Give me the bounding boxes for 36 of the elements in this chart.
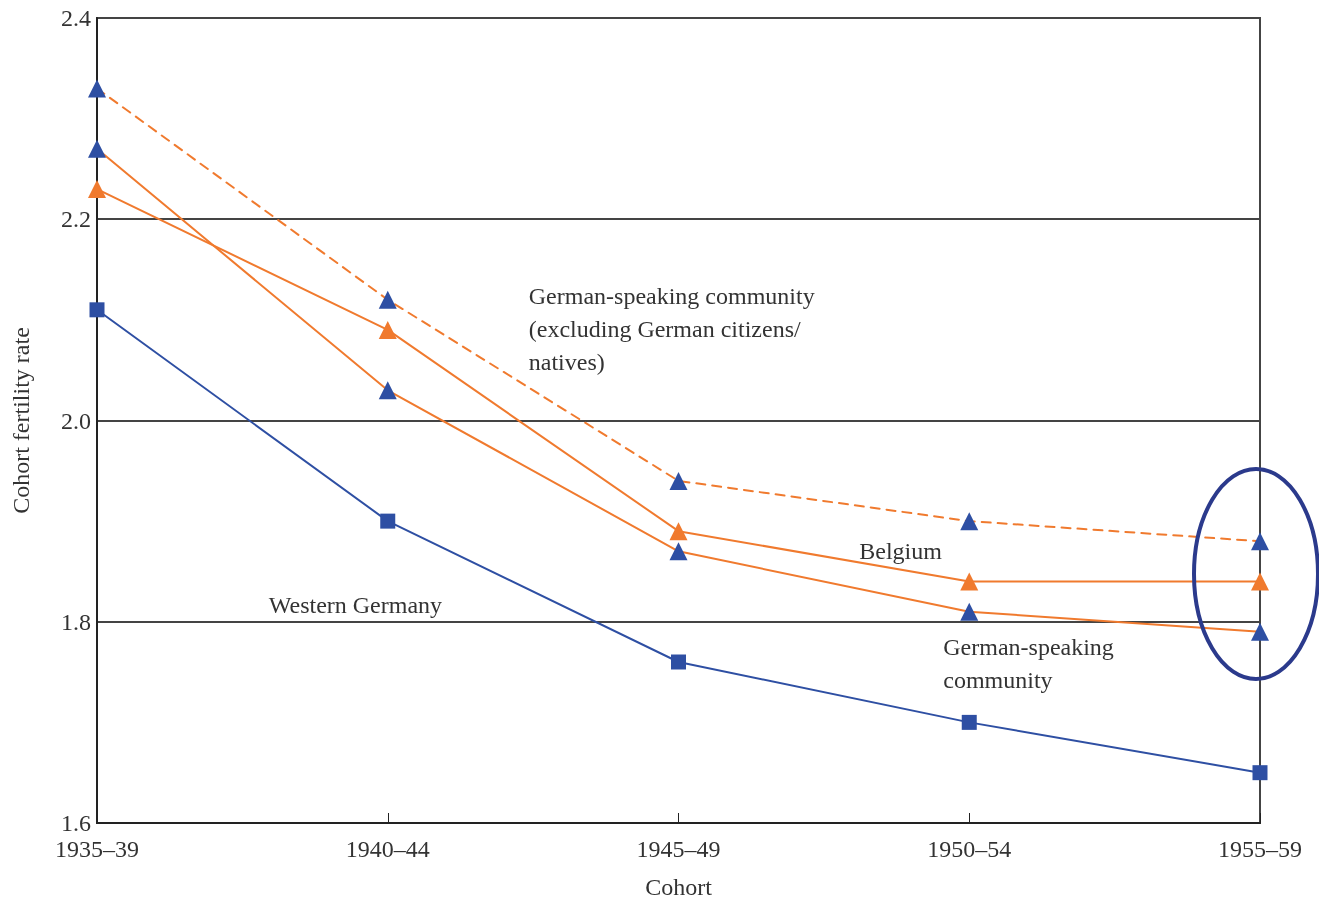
point [88,180,106,199]
x-tick-label: 1940–44 [345,836,430,862]
x-tick-label: 1950–54 [927,836,1012,862]
x-tick-label: 1935–39 [55,836,139,862]
point [961,714,977,730]
series-label: German-speaking community (excluding German citizens/natives) [528,283,821,376]
x-tick-label: 1945–49 [636,836,721,862]
y-tick-label: 2.2 [61,206,91,233]
y-axis-title: Cohort fertility rate [8,327,34,514]
point [88,139,106,158]
point [378,320,397,339]
series-label: Belgium [859,538,943,564]
y-tick-label: 1.6 [61,810,91,836]
point [671,654,686,670]
point [960,602,979,621]
point [1251,572,1269,591]
point [378,290,397,309]
point [89,302,105,318]
point [669,542,688,561]
x-tick-label: 1955–59 [1218,836,1302,862]
series-label: Western Germany [268,591,443,618]
series-label: German-speaking community [943,634,1120,694]
point [1251,532,1269,551]
point [1252,765,1268,781]
point [669,471,688,490]
y-tick-label: 2.0 [61,407,91,434]
point [378,381,397,400]
point [960,572,979,591]
point [1251,622,1269,641]
point [88,79,106,98]
point [380,513,396,529]
x-axis-title: Cohort [645,874,713,900]
y-tick-label: 1.8 [61,608,91,635]
point [669,522,688,541]
point [960,512,979,531]
y-tick-label: 2.4 [61,5,91,31]
